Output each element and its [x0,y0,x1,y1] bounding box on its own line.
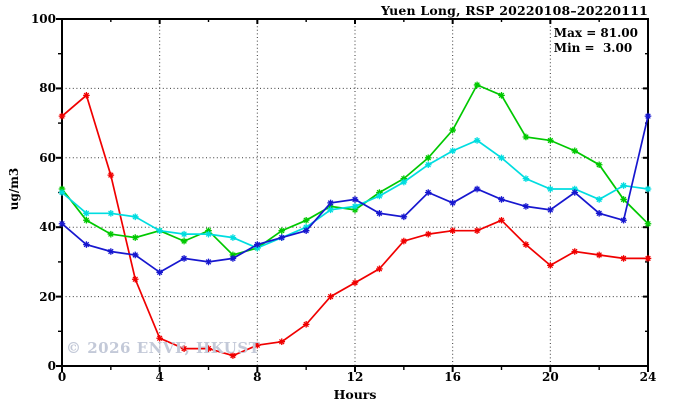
y-tick-label: 0 [47,359,56,373]
x-tick-label: 20 [541,370,559,384]
series-blue-day [58,112,652,276]
series-cyan-day [58,137,652,252]
x-tick-label: 8 [253,370,262,384]
y-tick-label: 80 [39,81,56,96]
x-tick-label: 4 [155,370,164,384]
chart-title: Yuen Long, RSP 20220108–20220111 [381,3,648,18]
watermark-text: © 2026 ENVF, HKUST [66,339,261,357]
gridlines [62,19,648,366]
x-tick-label: 24 [639,370,657,384]
x-tick-label: 0 [57,370,67,384]
axis-ticks [56,18,649,372]
series-markers-blue-day [58,112,652,276]
min-value-label: Min = 3.00 [553,41,633,55]
y-tick-label: 20 [39,289,56,304]
series-markers-red-day [58,92,652,359]
y-tick-label: 60 [39,150,56,165]
max-value-label: Max = 81.00 [553,26,638,40]
x-axis-label: Hours [333,387,377,402]
series-red-day [58,92,652,359]
y-tick-label: 100 [30,12,56,26]
series-line-green-day [61,83,649,256]
y-tick-label: 40 [39,220,56,235]
x-tick-label: 16 [444,370,461,384]
series-line-blue-day [61,116,649,274]
stats-box: Max = 81.00 Min = 3.00 [554,26,638,56]
series-markers-cyan-day [58,137,652,252]
x-tick-label: 12 [346,370,364,384]
